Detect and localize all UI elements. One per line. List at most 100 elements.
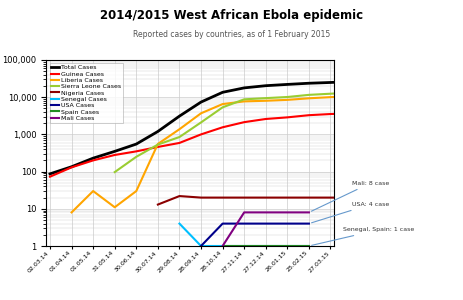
Line: Total Cases: Total Cases [50,82,351,174]
Sierra Leone Cases [327,92,332,95]
Nigeria Cases [219,196,225,200]
Liberia Cases [112,206,117,209]
Total Cases [349,80,354,83]
Total Cases [284,82,289,86]
Sierra Leone Cases [241,98,246,101]
Text: Senegal, Spain: 1 case: Senegal, Spain: 1 case [311,227,414,245]
Liberia Cases [284,98,289,102]
Liberia Cases [306,97,311,100]
Total Cases [263,84,268,88]
Nigeria Cases [306,196,311,200]
Total Cases [306,81,311,85]
Liberia Cases [327,95,332,99]
Text: Mali: 8 case: Mali: 8 case [311,181,388,211]
Total Cases [241,86,246,90]
Text: Reported cases by countries, as of 1 February 2015: Reported cases by countries, as of 1 Feb… [133,30,330,39]
Spain Cases [263,244,268,248]
Liberia Cases [69,211,74,214]
Guinea Cases [349,112,354,115]
Guinea Cases [176,141,182,145]
Nigeria Cases [155,203,160,206]
Total Cases [219,91,225,94]
Sierra Leone Cases [219,106,225,109]
USA Cases [284,222,289,225]
Nigeria Cases [176,194,182,198]
USA Cases [241,222,246,225]
Liberia Cases [349,94,354,98]
Senegal Cases [263,244,268,248]
Line: Liberia Cases: Liberia Cases [71,96,351,212]
USA Cases [263,222,268,225]
Nigeria Cases [284,196,289,200]
Sierra Leone Cases [133,155,139,159]
Nigeria Cases [198,196,203,200]
Guinea Cases [284,116,289,119]
Text: USA: 4 case: USA: 4 case [311,202,388,223]
Nigeria Cases [327,196,332,200]
Total Cases [90,156,96,160]
Liberia Cases [133,189,139,193]
Guinea Cases [306,113,311,117]
Total Cases [133,142,139,146]
Guinea Cases [133,150,139,153]
Senegal Cases [241,244,246,248]
Sierra Leone Cases [306,93,311,97]
Sierra Leone Cases [284,95,289,99]
Nigeria Cases [263,196,268,200]
Guinea Cases [112,153,117,157]
Spain Cases [241,244,246,248]
Liberia Cases [155,142,160,146]
Line: USA Cases: USA Cases [200,224,308,246]
Total Cases [327,81,332,84]
Sierra Leone Cases [198,121,203,124]
Total Cases [198,100,203,104]
Guinea Cases [327,112,332,116]
Legend: Total Cases, Guinea Cases, Liberia Cases, Sierra Leone Cases, Nigeria Cases, Sen: Total Cases, Guinea Cases, Liberia Cases… [50,63,123,123]
Sierra Leone Cases [155,143,160,146]
Total Cases [112,150,117,153]
Senegal Cases [306,244,311,248]
Mali Cases [241,211,246,214]
Guinea Cases [241,120,246,124]
Liberia Cases [219,102,225,106]
Senegal Cases [284,244,289,248]
Total Cases [47,172,53,175]
Guinea Cases [69,166,74,169]
Mali Cases [306,211,311,214]
Guinea Cases [198,133,203,136]
Nigeria Cases [349,196,354,200]
Line: Guinea Cases: Guinea Cases [50,113,351,177]
Sierra Leone Cases [176,135,182,139]
Guinea Cases [90,159,96,162]
Spain Cases [219,244,225,248]
Total Cases [176,114,182,118]
Line: Sierra Leone Cases: Sierra Leone Cases [114,93,351,172]
Guinea Cases [263,117,268,121]
Sierra Leone Cases [349,91,354,94]
Sierra Leone Cases [112,170,117,174]
Liberia Cases [241,100,246,103]
Senegal Cases [198,244,203,248]
Liberia Cases [90,189,96,193]
Sierra Leone Cases [263,96,268,100]
Senegal Cases [176,222,182,225]
Liberia Cases [198,112,203,115]
Mali Cases [284,211,289,214]
Text: 2014/2015 West African Ebola epidemic: 2014/2015 West African Ebola epidemic [100,9,363,22]
Mali Cases [219,244,225,248]
USA Cases [219,222,225,225]
Nigeria Cases [241,196,246,200]
Senegal Cases [219,244,225,248]
Spain Cases [284,244,289,248]
USA Cases [198,244,203,248]
Liberia Cases [263,99,268,103]
Guinea Cases [155,145,160,149]
Liberia Cases [176,128,182,131]
Mali Cases [263,211,268,214]
Spain Cases [306,244,311,248]
USA Cases [306,222,311,225]
Guinea Cases [219,125,225,129]
Line: Nigeria Cases: Nigeria Cases [157,196,351,205]
Guinea Cases [47,175,53,178]
Total Cases [155,130,160,133]
